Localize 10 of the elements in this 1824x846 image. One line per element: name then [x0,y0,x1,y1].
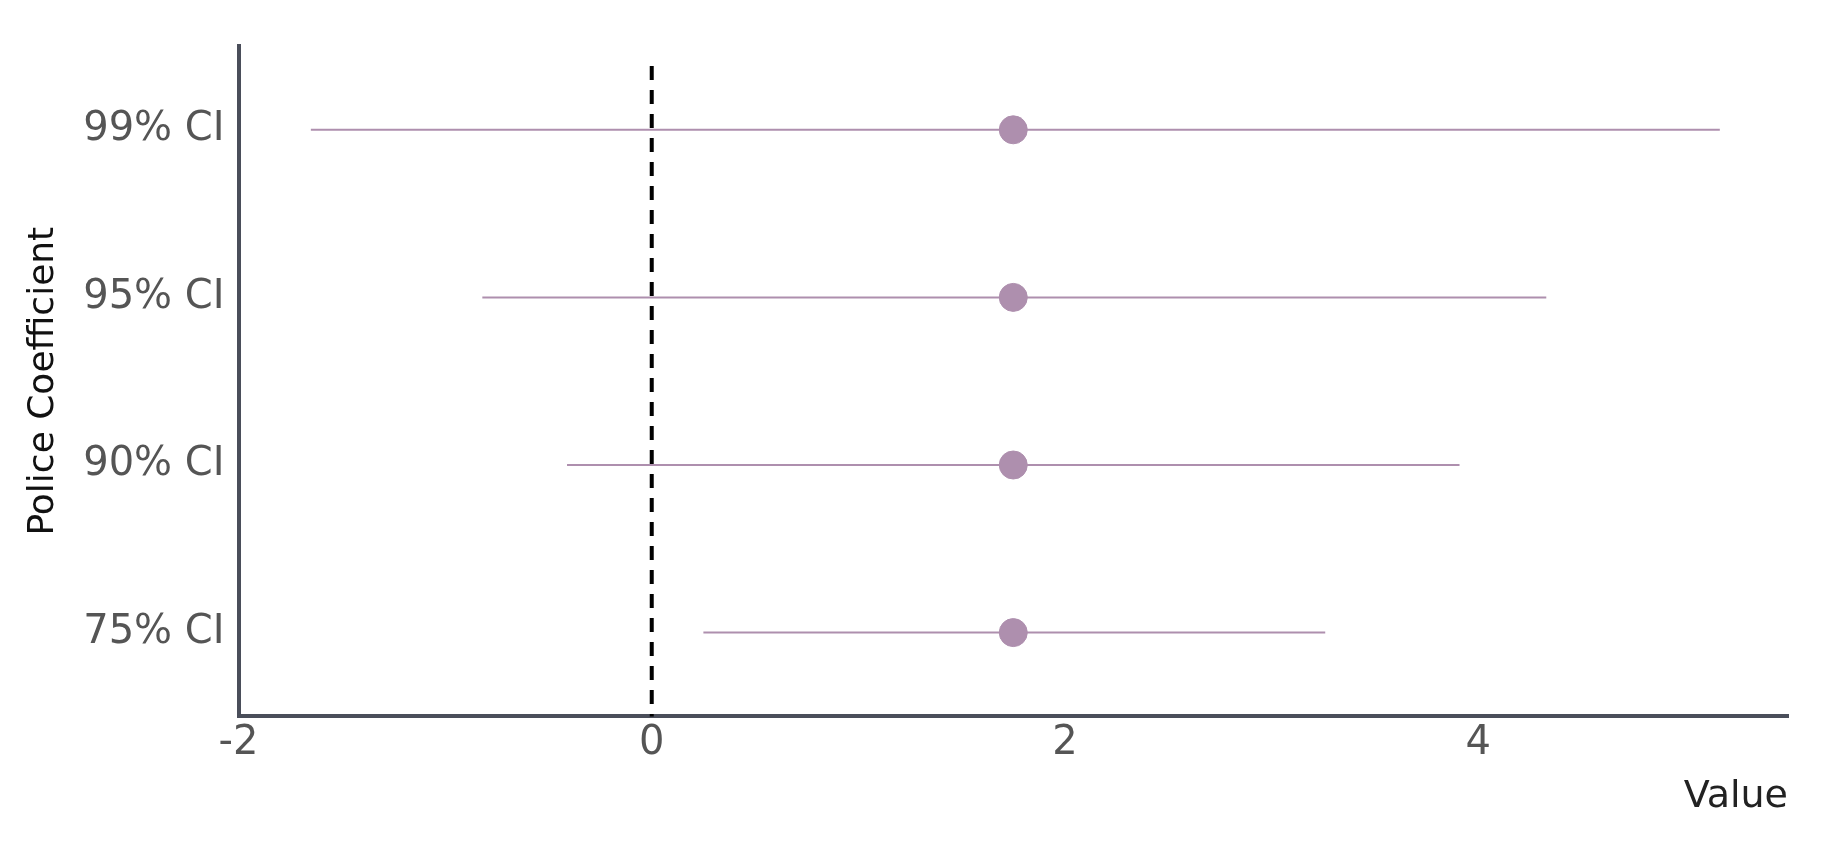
y-axis-title: Police Coefficient [19,226,61,536]
x-tick-label: 4 [1465,716,1491,763]
x-tick-label: -2 [218,716,259,763]
y-tick-label: 90% CI [83,438,225,485]
y-tick-label: 99% CI [83,103,225,150]
x-axis-title: Value [1683,772,1788,817]
x-tick-label: 2 [1052,716,1078,763]
y-tick-label: 75% CI [83,605,225,652]
y-tick-label: 95% CI [83,270,225,317]
x-tick-label: 0 [639,716,665,763]
